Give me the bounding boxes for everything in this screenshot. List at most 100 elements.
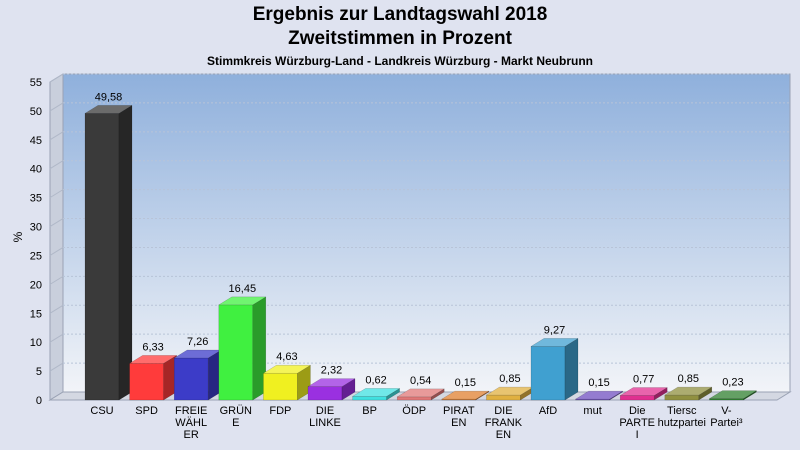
category-label: CSU <box>90 405 113 417</box>
y-tick-label: 5 <box>36 366 42 378</box>
bar-side <box>609 390 623 401</box>
gridline-side <box>49 73 64 83</box>
bar-front <box>129 363 164 401</box>
bar-front <box>263 372 298 401</box>
gridline-side <box>49 160 64 170</box>
y-tick-label: 55 <box>30 77 42 89</box>
category-label: Die PARTE I <box>619 405 655 441</box>
data-label: 7,26 <box>187 336 208 348</box>
bar-top <box>217 296 267 306</box>
category-label: AfD <box>539 405 557 417</box>
bar <box>619 387 669 401</box>
bar-front <box>664 394 700 401</box>
category-label: mut <box>583 405 601 417</box>
plot-background <box>62 73 791 393</box>
y-tick-label: 15 <box>30 308 42 320</box>
category-label: Tiersc hutzpartei <box>658 405 706 429</box>
gridline-side <box>49 275 64 285</box>
data-label: 2,32 <box>321 365 342 377</box>
bar-front <box>396 396 432 401</box>
bar-top <box>663 386 713 396</box>
category-label: BP <box>362 405 377 417</box>
data-label: 49,58 <box>95 91 123 103</box>
data-label: 16,45 <box>229 283 257 295</box>
y-tick-label: 50 <box>30 106 42 118</box>
bar-top <box>351 388 401 397</box>
chart-subtitle: Zweitstimmen in Prozent <box>288 28 512 49</box>
category-label: V-Partei³ <box>710 405 743 429</box>
gridline-side <box>49 304 64 314</box>
data-label: 0,54 <box>410 375 431 387</box>
bar <box>84 104 133 401</box>
bar-front <box>486 394 521 401</box>
bar <box>262 364 312 401</box>
bar-front <box>530 346 566 401</box>
gridline-side <box>49 362 64 372</box>
data-label: 0,77 <box>633 374 654 386</box>
bar-top <box>262 364 312 374</box>
gridline-side <box>49 218 64 227</box>
data-label: 0,15 <box>588 377 609 389</box>
bar <box>440 390 490 401</box>
bar-front <box>352 396 387 401</box>
gridline-side <box>49 131 64 141</box>
category-label: DIE FRANK EN <box>485 405 523 441</box>
bar-top <box>84 105 133 114</box>
bar <box>351 387 401 401</box>
data-label: 4,63 <box>276 351 297 363</box>
y-tick-label: 30 <box>30 222 42 234</box>
bar-front <box>173 357 209 401</box>
category-label: FDP <box>269 405 291 417</box>
chart-title: Ergebnis zur Landtagswahl 2018 <box>252 4 548 25</box>
plot-side-wall <box>49 73 64 401</box>
data-label: 0,62 <box>365 374 386 386</box>
gridline-side <box>49 189 64 199</box>
bar-top <box>574 390 624 400</box>
bar-side <box>698 386 713 401</box>
y-tick-label: 0 <box>36 395 42 407</box>
bar-top <box>307 378 356 387</box>
bar <box>574 390 624 401</box>
bar-top <box>530 338 579 347</box>
bar-side <box>743 390 757 401</box>
bar <box>708 390 758 401</box>
y-tick-label: 25 <box>30 250 42 262</box>
category-label: DIE LINKE <box>309 405 341 429</box>
bar <box>485 386 535 401</box>
y-tick-label: 20 <box>30 279 42 291</box>
bar <box>217 296 267 401</box>
data-label: 0,85 <box>678 373 699 385</box>
data-label: 0,23 <box>722 377 743 389</box>
bar-side <box>564 337 579 401</box>
category-label: PIRAT EN <box>443 405 475 429</box>
bar-side <box>653 387 668 401</box>
bar <box>173 349 223 401</box>
bar-side <box>118 104 133 401</box>
y-tick-label: 35 <box>30 193 42 205</box>
y-axis-label: % <box>11 231 25 242</box>
bar-front <box>218 304 254 401</box>
gridline-side <box>49 247 64 256</box>
gridline-side <box>49 333 64 343</box>
chart-region-subtitle: Stimmkreis Würzburg-Land - Landkreis Wür… <box>206 54 594 68</box>
bar-top <box>708 390 758 399</box>
bar-top <box>396 388 446 398</box>
bar-front <box>84 113 120 401</box>
data-label: 9,27 <box>544 324 565 336</box>
bar <box>128 354 178 401</box>
category-label: ÖDP <box>402 405 426 417</box>
bar <box>663 386 713 401</box>
data-label: 0,85 <box>499 373 520 385</box>
data-label: 6,33 <box>142 341 163 353</box>
bar-top <box>128 355 178 364</box>
bar-top <box>619 387 669 396</box>
category-label: FREIE WÄHL ER <box>175 405 207 441</box>
bar <box>307 378 356 401</box>
y-tick-label: 40 <box>30 164 42 176</box>
gridline-side <box>49 102 64 112</box>
category-label: GRÜN E <box>220 405 252 429</box>
category-label: SPD <box>135 405 158 417</box>
y-tick-label: 10 <box>30 337 42 349</box>
y-tick-label: 45 <box>30 135 42 147</box>
